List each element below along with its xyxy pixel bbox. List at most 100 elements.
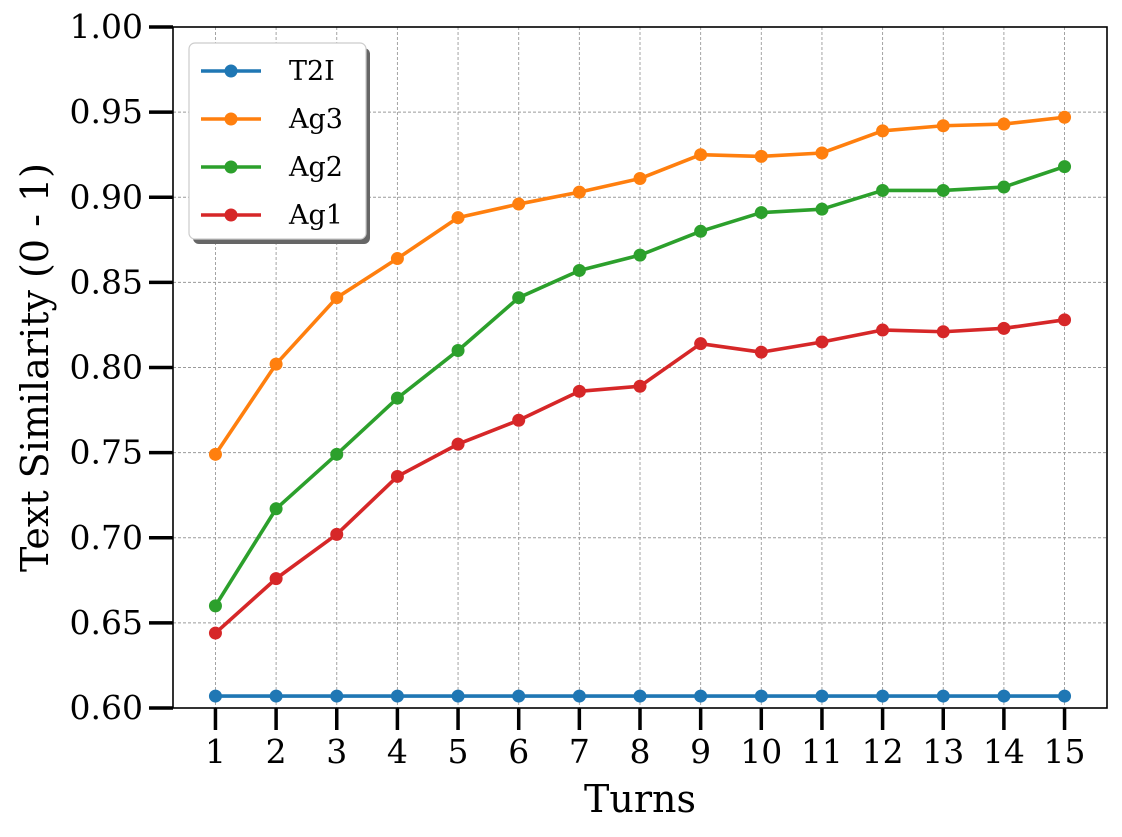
series-ag1 xyxy=(208,313,1072,640)
series-layer xyxy=(208,110,1072,703)
data-point xyxy=(997,117,1011,131)
data-point xyxy=(633,379,647,393)
data-point xyxy=(936,689,950,703)
data-point xyxy=(269,502,283,516)
x-tick-label: 1 xyxy=(205,732,226,771)
y-tick-label: 0.70 xyxy=(70,518,143,557)
data-point xyxy=(512,197,526,211)
data-point xyxy=(572,185,586,199)
data-point xyxy=(208,599,222,613)
data-point xyxy=(572,263,586,277)
data-point xyxy=(572,689,586,703)
y-axis: 0.60 0.65 0.70 0.75 0.80 0.85 0.90 0.95 1.00 xyxy=(70,7,173,727)
x-tick-label: 6 xyxy=(508,732,529,771)
data-point xyxy=(1058,160,1072,174)
series-ag2 xyxy=(208,160,1072,613)
data-point xyxy=(633,172,647,186)
x-tick-label: 11 xyxy=(801,732,843,771)
data-point xyxy=(876,124,890,138)
data-point xyxy=(815,335,829,349)
series-ag3 xyxy=(208,110,1072,461)
data-point xyxy=(269,689,283,703)
y-tick-label: 0.90 xyxy=(70,177,143,216)
y-tick-label: 0.75 xyxy=(70,433,143,472)
data-point xyxy=(694,337,708,351)
y-tick-label: 0.85 xyxy=(70,262,143,301)
y-tick-label: 0.60 xyxy=(70,688,143,727)
data-point xyxy=(390,689,404,703)
x-axis: 1 2 3 4 5 6 7 8 9 10 11 12 13 14 15 xyxy=(205,708,1086,771)
data-point xyxy=(512,413,526,427)
data-point xyxy=(876,323,890,337)
x-axis-title: Turns xyxy=(584,777,696,821)
data-point xyxy=(512,689,526,703)
x-tick-label: 13 xyxy=(922,732,964,771)
data-point xyxy=(512,291,526,305)
data-point xyxy=(754,689,768,703)
legend-marker xyxy=(224,160,238,174)
data-point xyxy=(694,148,708,162)
data-point xyxy=(754,345,768,359)
legend-label: Ag3 xyxy=(288,104,343,135)
legend-marker xyxy=(224,64,238,78)
data-point xyxy=(390,252,404,266)
data-point xyxy=(269,357,283,371)
legend-marker xyxy=(224,208,238,222)
x-tick-label: 12 xyxy=(862,732,904,771)
data-point xyxy=(572,384,586,398)
data-point xyxy=(1058,313,1072,327)
y-tick-label: 0.80 xyxy=(70,348,143,387)
data-point xyxy=(694,224,708,238)
legend-box xyxy=(188,42,367,240)
y-axis-title: Text Similarity (0 - 1) xyxy=(13,163,57,572)
data-point xyxy=(330,447,344,461)
data-point xyxy=(633,689,647,703)
series-t2i xyxy=(208,689,1072,703)
data-point xyxy=(936,183,950,197)
data-point xyxy=(876,183,890,197)
data-point xyxy=(451,211,465,225)
legend-label: Ag1 xyxy=(288,200,343,231)
data-point xyxy=(1058,110,1072,124)
data-point xyxy=(936,119,950,133)
y-tick-label: 1.00 xyxy=(70,7,143,46)
x-tick-label: 4 xyxy=(387,732,408,771)
x-tick-label: 10 xyxy=(740,732,782,771)
data-point xyxy=(754,206,768,220)
y-tick-label: 0.65 xyxy=(70,603,143,642)
data-point xyxy=(330,527,344,541)
legend-label: T2I xyxy=(289,56,335,87)
data-point xyxy=(390,391,404,405)
x-tick-label: 7 xyxy=(569,732,590,771)
data-point xyxy=(1058,689,1072,703)
x-tick-label: 8 xyxy=(630,732,651,771)
data-point xyxy=(997,321,1011,335)
legend-item-ag2: Ag2 xyxy=(201,152,343,183)
data-point xyxy=(694,689,708,703)
legend-item-ag1: Ag1 xyxy=(201,200,343,231)
series-line xyxy=(214,318,1065,635)
data-point xyxy=(269,572,283,586)
legend-item-t2i: T2I xyxy=(201,56,335,87)
data-point xyxy=(876,689,890,703)
x-tick-label: 9 xyxy=(690,732,711,771)
x-tick-label: 3 xyxy=(326,732,347,771)
y-tick-label: 0.95 xyxy=(70,92,143,131)
data-point xyxy=(330,689,344,703)
data-point xyxy=(451,689,465,703)
data-point xyxy=(330,291,344,305)
legend: T2I Ag3 Ag2 Ag1 xyxy=(188,42,370,244)
data-point xyxy=(451,343,465,357)
data-point xyxy=(390,469,404,483)
data-point xyxy=(451,437,465,451)
data-point xyxy=(997,689,1011,703)
x-tick-label: 5 xyxy=(448,732,469,771)
data-point xyxy=(815,202,829,216)
legend-label: Ag2 xyxy=(288,152,343,183)
legend-item-ag3: Ag3 xyxy=(201,104,343,135)
data-point xyxy=(208,447,222,461)
data-point xyxy=(997,180,1011,194)
data-point xyxy=(208,626,222,640)
